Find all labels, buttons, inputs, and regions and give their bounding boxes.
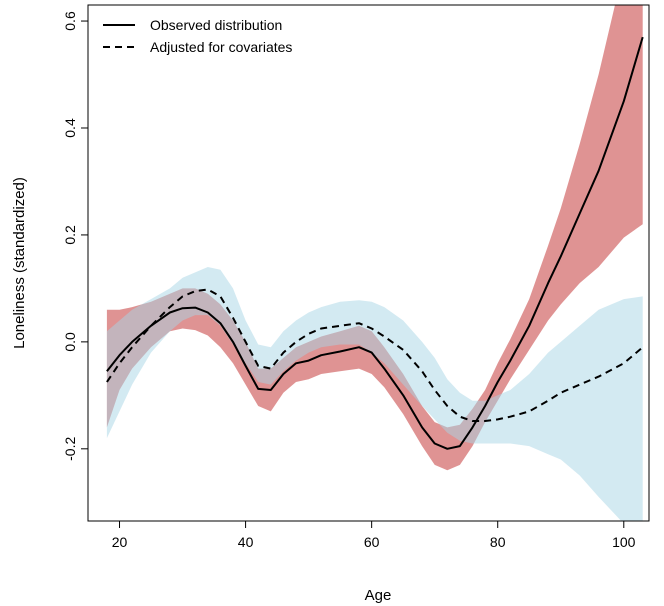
x-axis-title: Age (365, 587, 392, 604)
x-tick-label: 20 (112, 534, 128, 550)
y-axis-title: Loneliness (standardized) (11, 177, 28, 349)
series-lines (106, 36, 644, 450)
y-tick-label: 0.2 (62, 225, 78, 245)
y-tick-label: 0.6 (62, 11, 78, 31)
y-axis: -0.2 0.0 0.2 0.4 0.6 (62, 11, 88, 461)
x-tick-label: 40 (238, 534, 254, 550)
legend-label-observed: Observed distribution (150, 17, 282, 33)
confidence-band-adjusted (106, 267, 643, 521)
series-line-adjusted (106, 288, 644, 422)
y-tick-label: 0.4 (62, 118, 78, 138)
x-tick-label: 100 (612, 534, 636, 550)
x-tick-label: 80 (490, 534, 506, 550)
confidence-bands (106, 5, 643, 521)
series-line-observed (106, 36, 644, 450)
y-tick-label: 0.0 (62, 332, 78, 352)
x-axis: 20 40 60 80 100 (112, 521, 636, 550)
legend: Observed distribution Adjusted for covar… (103, 17, 292, 55)
legend-label-adjusted: Adjusted for covariates (150, 39, 292, 55)
x-tick-label: 60 (364, 534, 380, 550)
y-tick-label: -0.2 (62, 437, 78, 461)
plot-frame (87, 4, 650, 522)
